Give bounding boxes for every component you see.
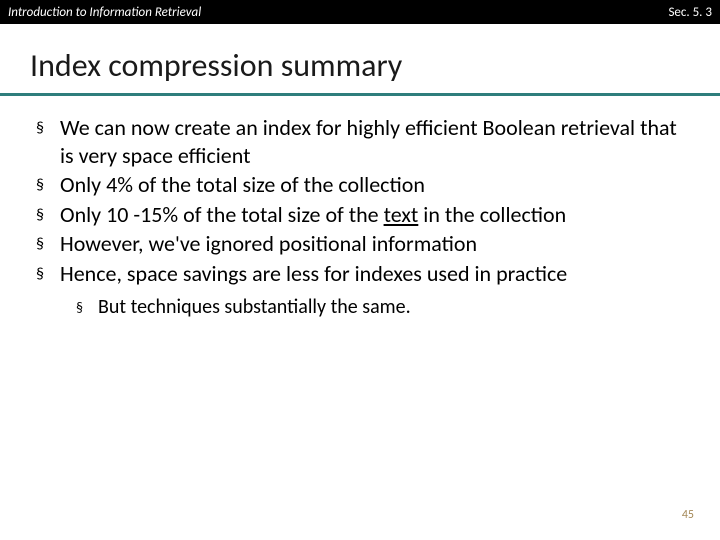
bullet-text: We can now create an index for highly ef… [60, 114, 684, 169]
slide-number: 45 [682, 508, 694, 522]
bullet-text: Only 10 -15% of the total size of the te… [60, 201, 684, 229]
sub-bullet-list: § But techniques substantially the same. [76, 295, 684, 320]
section-label: Sec. 5. 3 [668, 5, 712, 20]
bullet-text: Only 4% of the total size of the collect… [60, 171, 684, 199]
list-item: § However, we've ignored positional info… [36, 230, 684, 258]
underlined-text: text [384, 201, 419, 228]
list-item: § Hence, space savings are less for inde… [36, 260, 684, 288]
bullet-marker: § [36, 114, 60, 139]
slide-title: Index compression summary [0, 24, 720, 93]
bullet-text: However, we've ignored positional inform… [60, 230, 684, 258]
content-area: § We can now create an index for highly … [0, 96, 720, 320]
bullet-marker: § [36, 260, 60, 285]
bullet-list: § We can now create an index for highly … [36, 114, 684, 287]
bullet-marker: § [36, 230, 60, 255]
list-item: § Only 10 -15% of the total size of the … [36, 201, 684, 229]
sub-bullet-text: But techniques substantially the same. [98, 295, 684, 320]
text-segment: Only 10 -15% of the total size of the [60, 201, 384, 228]
bullet-marker: § [36, 171, 60, 196]
bullet-marker: § [36, 201, 60, 226]
bullet-marker: § [76, 295, 98, 317]
header-bar: Introduction to Information Retrieval Se… [0, 0, 720, 24]
list-item: § Only 4% of the total size of the colle… [36, 171, 684, 199]
list-item: § But techniques substantially the same. [76, 295, 684, 320]
bullet-text: Hence, space savings are less for indexe… [60, 260, 684, 288]
course-title: Introduction to Information Retrieval [8, 5, 201, 20]
list-item: § We can now create an index for highly … [36, 114, 684, 169]
text-segment: in the collection [418, 201, 566, 228]
